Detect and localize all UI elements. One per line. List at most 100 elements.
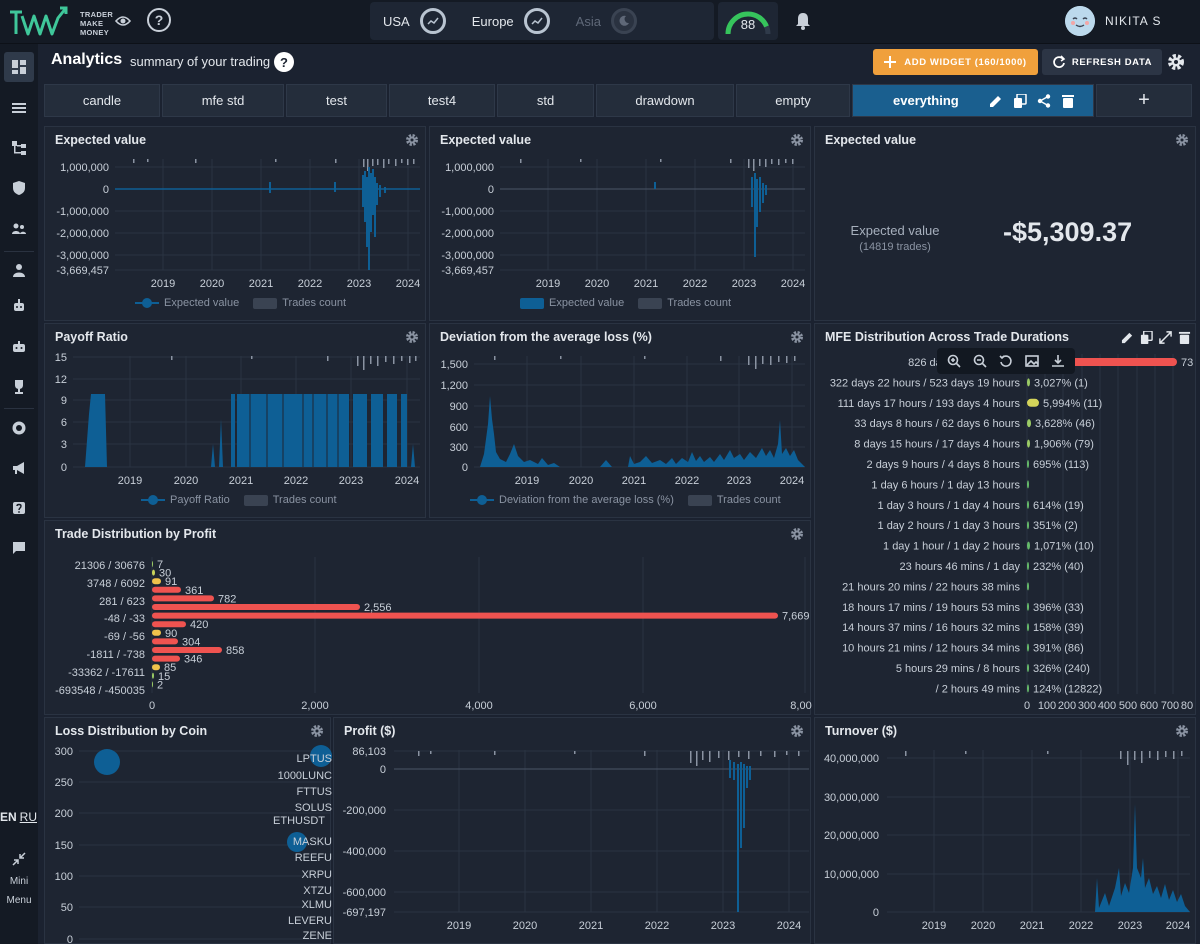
lang-en[interactable]: EN — [0, 810, 17, 824]
y-tick: -400,000 — [343, 846, 386, 858]
sidebar-item-profile[interactable] — [4, 255, 34, 285]
x-tick: 2021 — [229, 475, 253, 487]
market-europe[interactable]: Europe — [459, 8, 563, 34]
refresh-data-button[interactable]: REFRESH DATA — [1042, 49, 1162, 75]
mfe-bar — [1027, 500, 1029, 509]
legend-swatch — [520, 297, 544, 309]
legend-item[interactable]: Trades count — [638, 297, 731, 309]
sidebar-item-achievements[interactable] — [4, 372, 34, 402]
trend-icon — [523, 8, 550, 34]
sidebar-item-shield[interactable] — [4, 173, 34, 203]
legend-swatch — [253, 297, 278, 309]
legend-item[interactable]: Trades count — [253, 297, 346, 309]
gear-icon[interactable] — [310, 724, 324, 738]
sidebar-item-chat[interactable] — [4, 533, 34, 563]
legend-item[interactable]: Trades count — [687, 494, 781, 506]
gear-icon[interactable] — [790, 330, 804, 344]
widget-profit: Profit ($) 86,103 0 -200,000 -400,000 -6… — [333, 717, 811, 944]
x-tick: 2019 — [151, 278, 175, 290]
expand-icon[interactable] — [1159, 331, 1172, 344]
trades-count-spikes — [494, 356, 796, 369]
x-tick: 2024 — [396, 278, 420, 290]
gear-icon[interactable] — [405, 133, 419, 147]
y-tick: 86,103 — [352, 746, 386, 758]
gear-icon[interactable] — [790, 133, 804, 147]
y-axis-labels: 1,000,000 0 -1,000,000 -2,000,000 -3,000… — [56, 162, 109, 277]
tab-std[interactable]: std — [497, 84, 594, 117]
sidebar-item-bots[interactable] — [4, 291, 34, 321]
brand-logo[interactable]: TRADER MAKE MONEY — [8, 4, 113, 40]
market-asia[interactable]: Asia — [563, 8, 650, 34]
sidebar-item-news[interactable] — [4, 453, 34, 483]
edit-icon[interactable] — [989, 94, 1003, 108]
tab-test[interactable]: test — [286, 84, 387, 117]
sidebar-item-community[interactable] — [4, 214, 34, 244]
trash-icon[interactable] — [1178, 331, 1191, 344]
sidebar-item-list[interactable] — [4, 93, 34, 123]
zoom-out-icon[interactable] — [973, 354, 987, 368]
x-tick: 2022 — [645, 920, 669, 932]
sidebar-divider — [4, 408, 34, 409]
lang-ru[interactable]: RU — [19, 810, 38, 824]
eye-icon[interactable] — [110, 8, 136, 34]
gear-icon[interactable] — [1175, 133, 1189, 147]
legend-item[interactable]: Payoff Ratio — [141, 494, 230, 506]
help-icon[interactable]: ? — [274, 52, 294, 72]
add-tab-button[interactable]: + — [1096, 84, 1192, 117]
mini-menu-label-2[interactable]: Menu — [6, 895, 32, 906]
x-axis-labels: 2019 2020 2021 2022 2023 2024 — [447, 920, 801, 932]
tab-empty[interactable]: empty — [736, 84, 850, 117]
legend-item[interactable]: Expected value — [135, 297, 239, 309]
mini-menu-label-1[interactable]: Mini — [9, 876, 29, 887]
gear-icon[interactable] — [405, 330, 419, 344]
gear-icon[interactable] — [1175, 724, 1189, 738]
minimize-icon[interactable] — [4, 844, 34, 874]
help-icon[interactable]: ? — [147, 8, 171, 32]
x-tick: 2024 — [1166, 920, 1190, 932]
sidebar-item-hierarchy[interactable] — [4, 133, 34, 163]
score-gauge[interactable]: 88 — [718, 2, 778, 40]
bell-icon[interactable] — [790, 8, 816, 34]
widget-title: Profit ($) — [344, 724, 396, 738]
widget-turnover: Turnover ($) 40,000,000 30,000,000 20,00… — [814, 717, 1196, 944]
trash-icon[interactable] — [1061, 94, 1075, 108]
user-menu[interactable]: NIKITA S — [1065, 6, 1161, 36]
robot-icon — [13, 341, 25, 352]
market-usa[interactable]: USA — [370, 8, 459, 34]
legend-item[interactable]: Trades count — [243, 494, 337, 506]
y-tick: -1811 / -738 — [86, 649, 145, 661]
legend-item[interactable]: Expected value — [520, 297, 624, 309]
coin-label: LEVERU — [288, 915, 332, 927]
settings-gear-icon[interactable] — [1166, 52, 1186, 72]
tab-drawdown[interactable]: drawdown — [596, 84, 734, 117]
reset-zoom-icon[interactable] — [999, 354, 1013, 368]
sidebar-item-help[interactable] — [4, 493, 34, 523]
edit-icon[interactable] — [1121, 331, 1134, 344]
sidebar-item-assistant[interactable] — [4, 332, 34, 362]
image-download-icon[interactable] — [1025, 354, 1039, 368]
sidebar-item-dashboard[interactable] — [4, 52, 34, 82]
y-tick: -3,669,457 — [56, 265, 109, 277]
copy-icon[interactable] — [1013, 94, 1027, 108]
copy-icon[interactable] — [1140, 331, 1153, 344]
sidebar-item-support[interactable] — [4, 413, 34, 443]
add-widget-button[interactable]: ADD WIDGET (160/1000) — [873, 49, 1038, 75]
trade-dist-bar — [152, 604, 360, 610]
gear-icon[interactable] — [790, 527, 804, 541]
zoom-in-icon[interactable] — [947, 354, 961, 368]
trade-dist-bar — [152, 595, 214, 602]
gear-icon[interactable] — [790, 724, 804, 738]
widget-trade-distribution: Trade Distribution by Profit 7 30 91 361 782… — [44, 520, 812, 715]
tab-everything[interactable]: everything — [852, 84, 1094, 117]
tab-test4[interactable]: test4 — [389, 84, 495, 117]
x-tick: 0 — [1024, 700, 1030, 712]
tab-mfe-std[interactable]: mfe std — [162, 84, 284, 117]
mfe-row-label: 5 hours 29 mins / 8 hours — [896, 663, 1021, 675]
payoff-series — [85, 394, 415, 467]
tab-candle[interactable]: candle — [44, 84, 160, 117]
share-icon[interactable] — [1037, 94, 1051, 108]
legend-item[interactable]: Deviation from the average loss (%) — [470, 494, 674, 506]
download-icon[interactable] — [1051, 354, 1065, 368]
x-tick: 2020 — [513, 920, 537, 932]
